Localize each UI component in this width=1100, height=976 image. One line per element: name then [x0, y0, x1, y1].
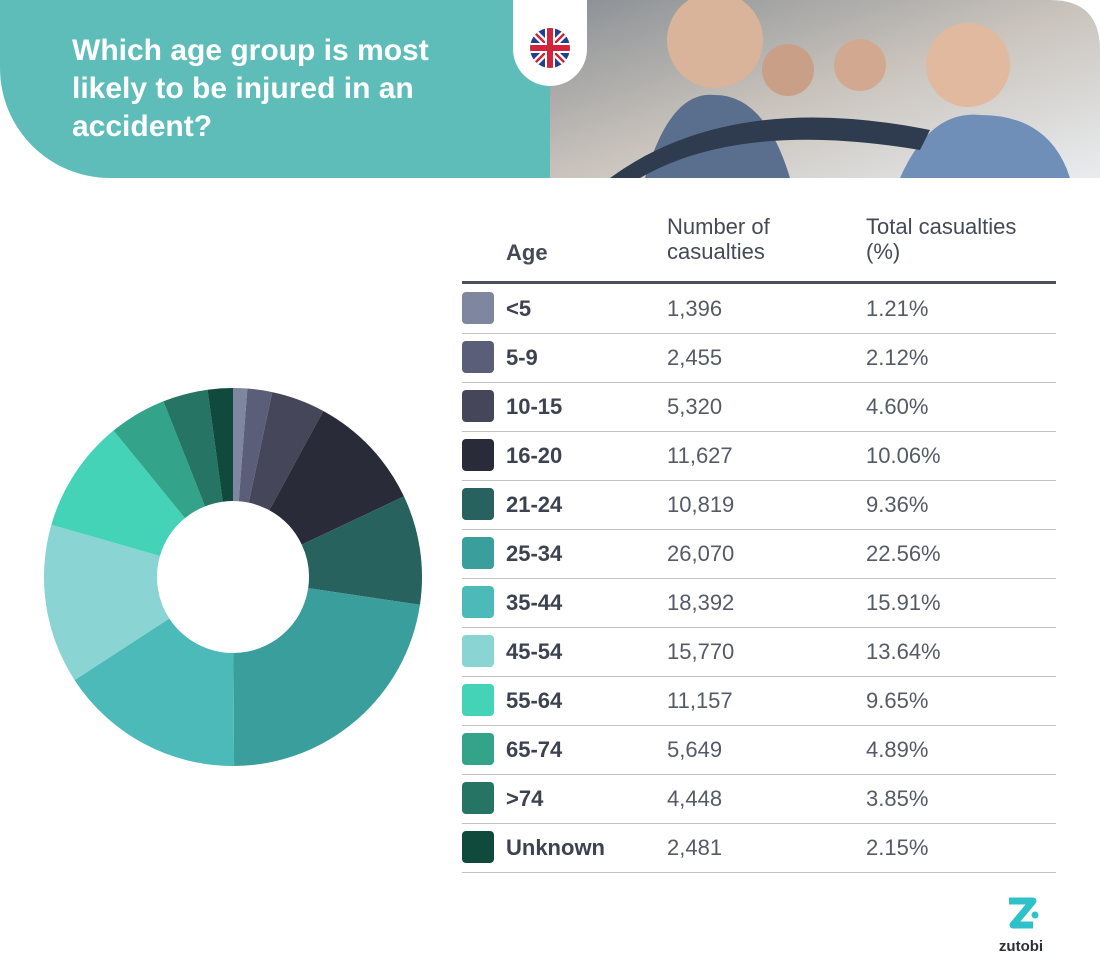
legend-swatch	[462, 292, 494, 324]
donut-slice	[163, 389, 223, 507]
casualty-percent: 2.12%	[866, 345, 929, 370]
legend-swatch	[462, 586, 494, 618]
casualty-percent: 15.91%	[866, 590, 941, 615]
donut-slice	[113, 401, 206, 519]
flag-tab	[513, 0, 587, 86]
casualty-count: 11,157	[667, 688, 733, 713]
casualty-percent: 13.64%	[866, 639, 941, 664]
casualty-count: 26,070	[667, 541, 735, 566]
table-row: 5-9 2,455 2.12%	[462, 333, 1056, 383]
donut-slice	[238, 388, 273, 503]
casualty-count: 5,649	[667, 737, 723, 762]
casualty-percent: 22.56%	[866, 541, 941, 566]
table-row: 16-20 11,627 10.06%	[462, 431, 1056, 481]
casualty-count: 18,392	[667, 590, 735, 615]
age-label: <5	[506, 296, 532, 321]
casualty-percent: 4.89%	[866, 737, 929, 762]
casualty-percent: 2.15%	[866, 835, 929, 860]
logo-icon	[1009, 897, 1039, 929]
table-row: 55-64 11,157 9.65%	[462, 676, 1056, 726]
legend-swatch	[462, 831, 494, 863]
table-row: 45-54 15,770 13.64%	[462, 627, 1056, 677]
legend-swatch	[462, 341, 494, 373]
donut-slice	[269, 410, 404, 545]
legend-swatch	[462, 733, 494, 765]
casualty-percent: 1.21%	[866, 296, 929, 321]
photo	[550, 0, 1100, 178]
donut-slice	[51, 430, 185, 556]
age-label: 21-24	[506, 492, 563, 517]
column-header: Total casualties (%)	[866, 214, 1017, 264]
casualty-percent: 9.65%	[866, 688, 929, 713]
legend-swatch	[462, 684, 494, 716]
donut-slice	[233, 588, 420, 766]
donut-slice	[233, 388, 248, 502]
age-label: 65-74	[506, 737, 563, 762]
table-row: 21-24 10,819 9.36%	[462, 480, 1056, 530]
header-banner: Which age group is most likely to be inj…	[0, 0, 560, 178]
flag-icon	[530, 28, 570, 68]
table-row: 10-15 5,320 4.60%	[462, 382, 1056, 432]
donut-slice	[74, 618, 235, 766]
casualty-count: 15,770	[667, 639, 735, 664]
casualty-percent: 4.60%	[866, 394, 929, 419]
table-row: >74 4,448 3.85%	[462, 774, 1056, 824]
table-row: 65-74 5,649 4.89%	[462, 725, 1056, 775]
casualty-count: 5,320	[667, 394, 723, 419]
age-label: >74	[506, 786, 544, 811]
casualty-count: 4,448	[667, 786, 723, 811]
casualty-count: 1,396	[667, 296, 723, 321]
donut-slice	[207, 388, 233, 502]
casualty-percent: 9.36%	[866, 492, 929, 517]
age-label: 5-9	[506, 345, 538, 370]
logo: zutobi	[996, 895, 1046, 955]
age-label: 35-44	[506, 590, 563, 615]
legend-swatch	[462, 537, 494, 569]
table-row: <5 1,396 1.21%	[462, 284, 1056, 334]
age-label: 16-20	[506, 443, 563, 468]
casualty-count: 10,819	[667, 492, 735, 517]
legend-swatch	[462, 390, 494, 422]
age-label: 45-54	[506, 639, 563, 664]
legend-swatch	[462, 439, 494, 471]
casualty-count: 11,627	[667, 443, 733, 468]
logo-text: zutobi	[998, 938, 1044, 955]
donut-slice	[248, 392, 324, 511]
legend-swatch	[462, 782, 494, 814]
casualty-percent: 10.06%	[866, 443, 941, 468]
table-row: Unknown 2,481 2.15%	[462, 823, 1056, 873]
legend-swatch	[462, 635, 494, 667]
donut-slice	[44, 524, 170, 681]
casualty-percent: 3.85%	[866, 786, 929, 811]
table-row: 35-44 18,392 15.91%	[462, 578, 1056, 628]
casualty-count: 2,481	[667, 835, 723, 860]
donut-slice	[301, 496, 422, 605]
age-label: 10-15	[506, 394, 563, 419]
casualty-count: 2,455	[667, 345, 723, 370]
column-header: Age	[506, 240, 548, 265]
header-rule	[462, 281, 1056, 284]
title: Which age group is most likely to be inj…	[72, 34, 429, 143]
age-label: 25-34	[506, 541, 563, 566]
column-header: Number of casualties	[667, 214, 770, 264]
age-label: Unknown	[506, 835, 605, 860]
donut-chart	[44, 388, 422, 766]
table-row: 25-34 26,070 22.56%	[462, 529, 1056, 579]
legend-swatch	[462, 488, 494, 520]
age-label: 55-64	[506, 688, 563, 713]
